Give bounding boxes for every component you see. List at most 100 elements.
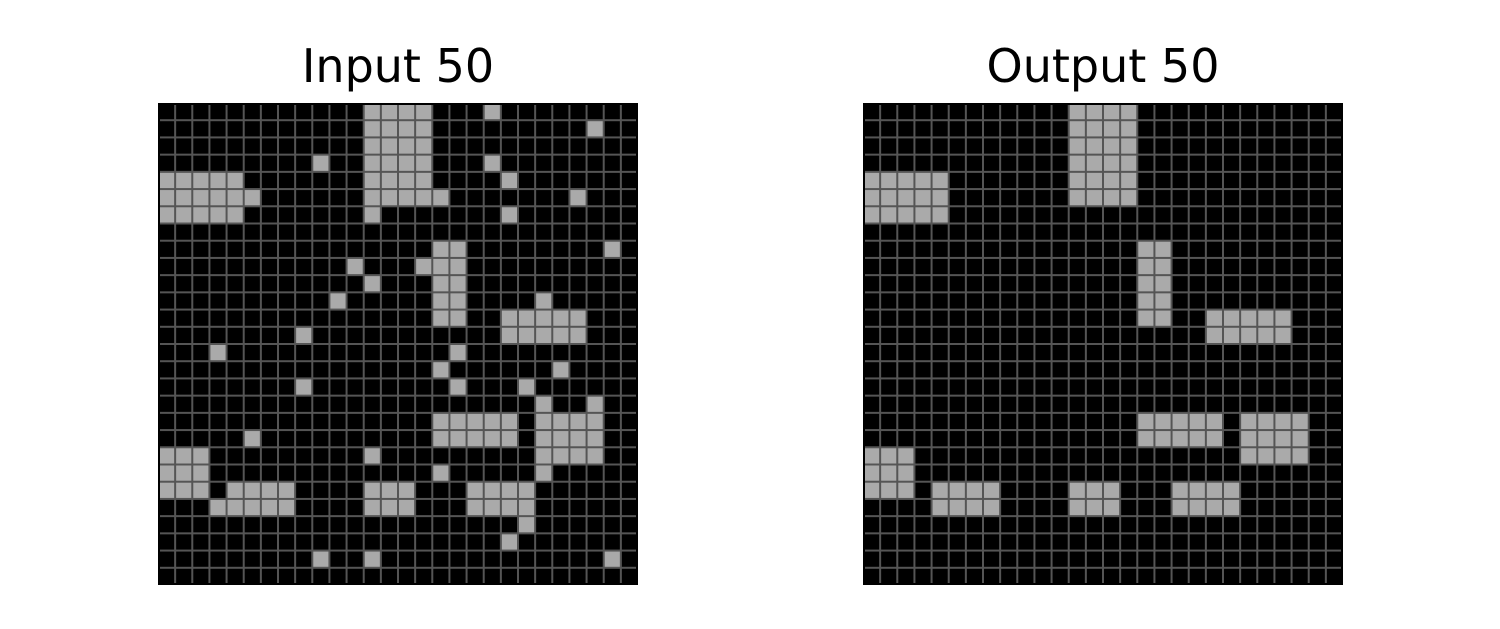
output-cell bbox=[1086, 258, 1102, 275]
output-cell bbox=[984, 345, 1000, 361]
output-cell bbox=[984, 482, 1000, 498]
output-cell bbox=[966, 499, 982, 516]
input-cell bbox=[416, 207, 432, 223]
input-cell bbox=[279, 138, 295, 154]
output-cell bbox=[1309, 379, 1325, 395]
output-cell bbox=[1224, 138, 1240, 154]
input-cell bbox=[604, 379, 620, 395]
input-cell bbox=[176, 276, 192, 292]
input-cell bbox=[467, 155, 483, 171]
output-cell bbox=[984, 258, 1000, 275]
input-cell bbox=[279, 431, 295, 447]
input-cell bbox=[621, 138, 637, 154]
input-cell bbox=[604, 241, 620, 257]
input-cell bbox=[381, 413, 397, 430]
input-cell bbox=[536, 517, 552, 533]
input-cell bbox=[279, 413, 295, 430]
input-cell bbox=[364, 517, 380, 533]
output-cell bbox=[966, 568, 982, 584]
output-cell bbox=[1292, 241, 1308, 257]
output-cell bbox=[1172, 448, 1188, 464]
input-cell bbox=[330, 448, 346, 464]
input-cell bbox=[433, 327, 449, 343]
output-cell bbox=[864, 534, 880, 550]
output-cell bbox=[1309, 345, 1325, 361]
output-cell bbox=[949, 241, 965, 257]
output-cell bbox=[1172, 293, 1188, 309]
input-cell bbox=[399, 534, 415, 550]
output-cell bbox=[1326, 379, 1342, 395]
input-cell bbox=[501, 241, 517, 257]
output-cell bbox=[1309, 207, 1325, 223]
input-cell bbox=[433, 448, 449, 464]
output-cell bbox=[1018, 310, 1034, 326]
output-cell bbox=[864, 258, 880, 275]
input-cell bbox=[570, 327, 586, 343]
input-cell bbox=[261, 207, 277, 223]
input-cell bbox=[159, 362, 175, 378]
output-cell bbox=[1241, 241, 1257, 257]
input-cell bbox=[416, 155, 432, 171]
input-cell bbox=[433, 534, 449, 550]
output-cell bbox=[915, 534, 931, 550]
input-cell bbox=[210, 138, 226, 154]
output-cell bbox=[1001, 293, 1017, 309]
output-cell bbox=[1035, 517, 1051, 533]
output-cell bbox=[1086, 413, 1102, 430]
input-cell bbox=[347, 138, 363, 154]
output-cell bbox=[984, 413, 1000, 430]
output-cell bbox=[932, 258, 948, 275]
input-cell bbox=[244, 499, 260, 516]
output-cell bbox=[1121, 499, 1137, 516]
input-cell bbox=[519, 258, 535, 275]
input-cell bbox=[210, 327, 226, 343]
output-cell bbox=[1001, 448, 1017, 464]
output-cell bbox=[1155, 413, 1171, 430]
input-cell bbox=[261, 345, 277, 361]
output-cell bbox=[1086, 224, 1102, 240]
output-cell bbox=[1241, 413, 1257, 430]
output-cell bbox=[1224, 517, 1240, 533]
input-cell bbox=[381, 517, 397, 533]
output-cell bbox=[1018, 517, 1034, 533]
input-cell bbox=[364, 431, 380, 447]
output-cell bbox=[1189, 465, 1205, 481]
output-cell bbox=[1086, 345, 1102, 361]
input-cell bbox=[553, 517, 569, 533]
output-cell bbox=[1086, 172, 1102, 189]
output-cell bbox=[1258, 258, 1274, 275]
input-cell bbox=[159, 155, 175, 171]
output-cell bbox=[1172, 345, 1188, 361]
output-cell bbox=[1069, 379, 1085, 395]
output-cell bbox=[932, 517, 948, 533]
output-cell bbox=[932, 413, 948, 430]
output-cell bbox=[1104, 379, 1120, 395]
input-cell bbox=[313, 345, 329, 361]
output-cell bbox=[966, 517, 982, 533]
input-cell bbox=[313, 499, 329, 516]
output-cell bbox=[1001, 104, 1017, 120]
input-cell bbox=[279, 327, 295, 343]
input-cell bbox=[604, 190, 620, 206]
output-cell bbox=[1172, 396, 1188, 412]
output-cell bbox=[1309, 517, 1325, 533]
output-cell bbox=[1241, 362, 1257, 378]
output-cell bbox=[1189, 241, 1205, 257]
output-cell bbox=[1206, 362, 1222, 378]
output-cell bbox=[1155, 138, 1171, 154]
input-cell bbox=[227, 224, 243, 240]
output-cell bbox=[898, 327, 914, 343]
input-cell bbox=[381, 190, 397, 206]
input-cell bbox=[484, 138, 500, 154]
input-cell bbox=[159, 241, 175, 257]
input-cell bbox=[279, 362, 295, 378]
input-cell bbox=[347, 499, 363, 516]
output-cell bbox=[1309, 276, 1325, 292]
input-cell bbox=[399, 482, 415, 498]
output-cell bbox=[1035, 465, 1051, 481]
input-cell bbox=[570, 396, 586, 412]
input-cell bbox=[621, 551, 637, 567]
output-cell bbox=[881, 258, 897, 275]
output-cell bbox=[1206, 448, 1222, 464]
input-cell bbox=[484, 551, 500, 567]
